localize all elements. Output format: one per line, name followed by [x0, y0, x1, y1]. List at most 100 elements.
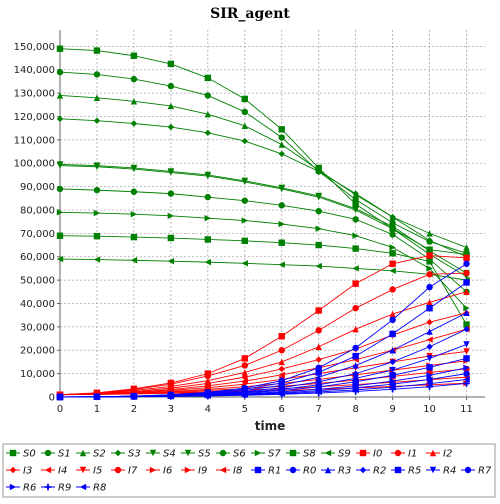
- data-point-i5: [463, 348, 470, 355]
- y-tick-label: 100,000: [14, 159, 55, 170]
- series-line-i0: [59, 255, 467, 396]
- data-point-s5: [241, 178, 248, 186]
- legend-marker-s8: [289, 449, 297, 457]
- y-tick-label: 110,000: [14, 135, 55, 146]
- data-point-s5: [389, 225, 396, 232]
- legend-item-i2: I2: [426, 449, 452, 460]
- data-point-s8: [93, 232, 101, 240]
- data-point-s3: [426, 237, 433, 244]
- data-point-r2: [426, 343, 433, 350]
- data-point-r6: [463, 364, 470, 371]
- y-tick-label: 0: [49, 393, 55, 404]
- legend-label-i3: I3: [23, 466, 32, 477]
- data-point-s6: [130, 188, 138, 195]
- data-point-i0: [241, 355, 248, 362]
- y-tick-label: 70,000: [20, 229, 55, 240]
- data-point-r8: [352, 386, 359, 394]
- series-line-s1: [59, 71, 467, 254]
- legend-marker-i6: [149, 466, 157, 474]
- data-point-s7: [241, 217, 248, 224]
- data-point-s2: [130, 98, 138, 105]
- legend-item-r7: R7: [461, 466, 492, 477]
- data-point-s0: [278, 126, 285, 133]
- data-point-r8: [93, 393, 101, 401]
- data-point-s7: [426, 265, 433, 272]
- data-point-s8: [389, 250, 396, 257]
- data-point-s5: [130, 165, 138, 173]
- series-s8: [56, 232, 470, 328]
- data-point-s8: [426, 258, 433, 265]
- data-point-i3: [426, 318, 433, 326]
- legend-item-r4: R4: [426, 466, 456, 477]
- data-point-r9: [463, 380, 470, 387]
- data-point-r6: [389, 377, 396, 385]
- legend-item-s2: S2: [76, 449, 106, 460]
- data-point-s6: [315, 207, 322, 215]
- legend: S0 S1 S2 S3 S4 S5 S6 S7 S8 S9 I0 I1 I2 I3 I4 I5 I7 I6 I9 I8…: [2, 443, 496, 498]
- data-point-r3: [463, 309, 470, 317]
- series-line-i3: [59, 312, 467, 396]
- data-point-s1: [93, 71, 101, 78]
- data-point-s0: [352, 200, 359, 208]
- data-point-r8: [463, 376, 470, 383]
- data-point-s8: [352, 245, 359, 252]
- legend-marker-i1: [394, 449, 402, 457]
- data-point-i3: [278, 365, 285, 373]
- legend-marker-i9: [184, 466, 192, 474]
- data-point-i1: [241, 362, 248, 369]
- legend-label-i1: I1: [408, 449, 417, 460]
- data-point-s1: [204, 92, 212, 99]
- data-point-s3: [167, 123, 175, 131]
- data-point-r3: [315, 373, 322, 381]
- data-point-r3: [389, 347, 396, 354]
- legend-label-r1: R1: [268, 466, 281, 477]
- legend-item-r6: R6: [6, 483, 36, 494]
- data-point-s7: [93, 209, 101, 217]
- data-point-s6: [278, 202, 285, 209]
- data-point-s2: [204, 110, 212, 118]
- series-line-s4: [59, 163, 467, 274]
- data-point-s1: [278, 134, 285, 141]
- legend-marker-i5: [79, 466, 87, 474]
- legend-item-r5: R5: [391, 466, 421, 477]
- legend-item-s6: S6: [216, 449, 246, 460]
- data-point-i2: [352, 326, 359, 333]
- data-point-i1: [426, 271, 433, 278]
- data-point-s8: [130, 233, 138, 241]
- legend-marker-i3: [9, 466, 17, 474]
- y-tick-label: 10,000: [20, 369, 55, 380]
- data-point-i3: [315, 356, 322, 363]
- data-point-i5: [241, 380, 248, 388]
- legend-label-r7: R7: [478, 466, 492, 477]
- legend-label-s5: S5: [198, 449, 211, 460]
- data-point-r5: [463, 355, 470, 362]
- data-point-s2: [426, 230, 433, 237]
- data-point-s6: [389, 231, 396, 238]
- series-line-s0: [59, 48, 467, 255]
- data-point-s5: [167, 169, 175, 176]
- data-point-i4: [426, 336, 433, 343]
- legend-label-i4: I4: [58, 466, 67, 477]
- series-line-s2: [59, 95, 467, 248]
- data-point-s2: [463, 244, 470, 251]
- legend-marker-r1: [254, 466, 262, 474]
- data-point-i2: [241, 369, 248, 376]
- data-point-s8: [463, 321, 470, 328]
- legend-marker-s4: [149, 449, 157, 457]
- series-s6: [56, 185, 470, 296]
- legend-marker-i8: [219, 466, 227, 474]
- data-point-s3: [130, 120, 138, 127]
- data-point-s0: [167, 60, 175, 68]
- legend-item-r1: R1: [251, 466, 281, 477]
- legend-marker-s0: [9, 449, 17, 457]
- legend-marker-s9: [324, 449, 332, 457]
- legend-item-i9: I9: [181, 466, 207, 477]
- data-point-i0: [352, 280, 359, 287]
- legend-item-r0: R0: [286, 466, 316, 477]
- legend-label-s1: S1: [58, 449, 71, 460]
- data-point-s3: [241, 137, 248, 145]
- data-point-s4: [426, 247, 433, 255]
- x-tick-label: 4: [205, 404, 211, 415]
- series-line-i2: [59, 291, 467, 396]
- data-point-s2: [278, 141, 285, 148]
